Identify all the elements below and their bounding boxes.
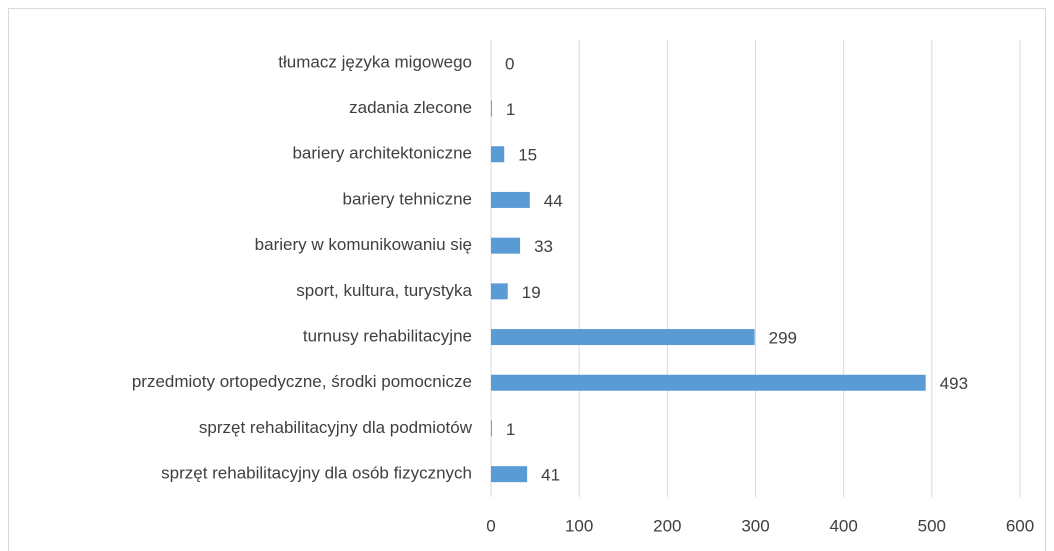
data-label: 19 xyxy=(522,283,541,302)
y-tick-label: bariery architektoniczne xyxy=(292,144,472,163)
bar xyxy=(491,237,521,254)
y-tick-label: bariery tehniczne xyxy=(343,189,472,208)
chart-frame xyxy=(8,8,1046,551)
y-tick-label: tłumacz języka migowego xyxy=(278,52,472,71)
bar xyxy=(491,283,508,300)
data-label: 299 xyxy=(769,329,797,348)
y-tick-label: sprzęt rehabilitacyjny dla podmiotów xyxy=(199,418,473,437)
y-tick-label: zadania zlecone xyxy=(349,98,472,117)
x-tick-label: 400 xyxy=(829,516,857,535)
y-tick-label: turnusy rehabilitacyjne xyxy=(303,327,472,346)
data-label: 1 xyxy=(506,420,515,439)
data-label: 0 xyxy=(505,54,514,73)
data-label: 1 xyxy=(506,100,515,119)
data-label: 493 xyxy=(940,374,968,393)
data-label: 33 xyxy=(534,237,553,256)
bar xyxy=(491,466,528,483)
bar xyxy=(491,100,492,117)
y-tick-label: sport, kultura, turystyka xyxy=(296,281,472,300)
data-label: 15 xyxy=(518,146,537,165)
x-tick-label: 600 xyxy=(1006,516,1034,535)
x-tick-label: 300 xyxy=(741,516,769,535)
bar xyxy=(491,374,926,391)
data-label: 41 xyxy=(541,466,560,485)
x-tick-label: 0 xyxy=(486,516,495,535)
x-tick-label: 200 xyxy=(653,516,681,535)
y-tick-label: bariery w komunikowaniu się xyxy=(255,235,472,254)
bar xyxy=(491,329,755,346)
data-label: 44 xyxy=(544,191,563,210)
x-tick-label: 500 xyxy=(918,516,946,535)
bar xyxy=(491,420,492,437)
bar xyxy=(491,146,505,163)
y-tick-label: przedmioty ortopedyczne, środki pomocnic… xyxy=(132,372,472,391)
bar xyxy=(491,191,530,208)
y-tick-label: sprzęt rehabilitacyjny dla osób fizyczny… xyxy=(161,464,472,483)
x-tick-label: 100 xyxy=(565,516,593,535)
